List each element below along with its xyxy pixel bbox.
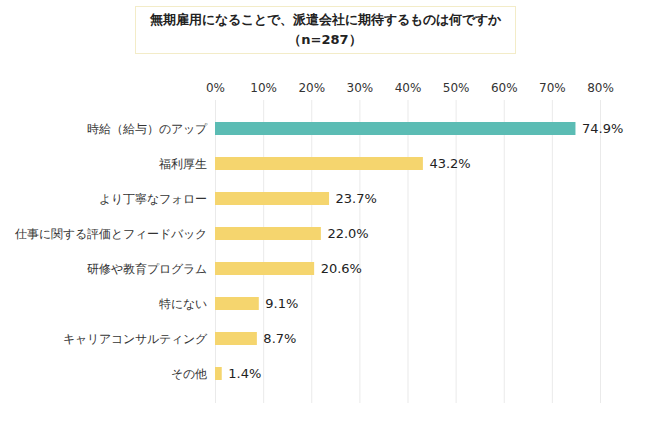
svg-text:その他: その他 (171, 367, 207, 381)
svg-text:74.9%: 74.9% (582, 121, 623, 136)
svg-text:60%: 60% (491, 81, 518, 95)
svg-text:20.6%: 20.6% (321, 261, 362, 276)
svg-text:10%: 10% (250, 81, 277, 95)
svg-text:30%: 30% (347, 81, 374, 95)
svg-text:福利厚生: 福利厚生 (159, 157, 207, 171)
svg-text:70%: 70% (539, 81, 566, 95)
svg-text:研修や教育プログラム: 研修や教育プログラム (87, 262, 207, 276)
svg-text:8.7%: 8.7% (263, 331, 296, 346)
svg-text:20%: 20% (298, 81, 325, 95)
svg-text:80%: 80% (587, 81, 614, 95)
svg-text:1.4%: 1.4% (228, 366, 261, 381)
svg-text:キャリアコンサルティング: キャリアコンサルティング (63, 332, 208, 346)
html-text:（n=287）: （n=287） (288, 32, 362, 47)
svg-text:23.7%: 23.7% (336, 191, 377, 206)
svg-text:50%: 50% (443, 81, 470, 95)
svg-text:時給（給与）のアップ: 時給（給与）のアップ (87, 122, 208, 136)
svg-text:仕事に関する評価とフィードバック: 仕事に関する評価とフィードバック (14, 227, 207, 241)
svg-text:9.1%: 9.1% (265, 296, 298, 311)
svg-text:より丁寧なフォロー: より丁寧なフォロー (99, 192, 207, 206)
svg-text:特にない: 特にない (159, 297, 207, 311)
svg-text:40%: 40% (395, 81, 422, 95)
svg-text:22.0%: 22.0% (327, 226, 368, 241)
html-text:無期雇用になることで、派遣会社に期待するものは何ですか: 無期雇用になることで、派遣会社に期待するものは何ですか (149, 12, 501, 27)
svg-text:43.2%: 43.2% (429, 156, 470, 171)
svg-text:0%: 0% (206, 81, 225, 95)
